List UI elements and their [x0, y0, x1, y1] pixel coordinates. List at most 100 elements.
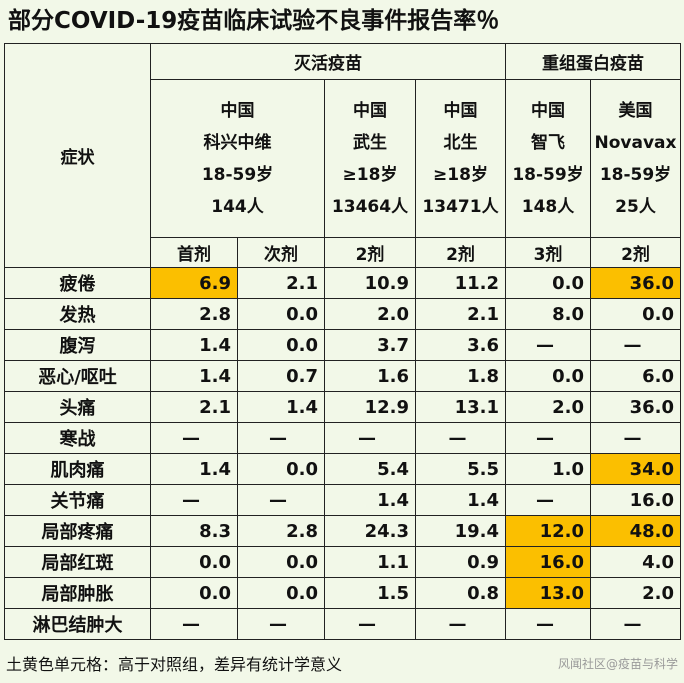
value-cell: 2.0	[505, 391, 591, 423]
value-cell: 2.1	[237, 267, 325, 299]
table-row: 腹泻 1.4 0.0 3.7 3.6— —	[4, 329, 681, 361]
table-row: 肌肉痛 1.4 0.0 5.4 5.5 1.0 34.0	[4, 453, 681, 485]
vaccine-info: 中国 智飞 18-59岁 148人	[505, 79, 591, 238]
value-cell: 16.0	[590, 484, 681, 516]
value-cell: 2.8	[150, 298, 238, 330]
table-row: 头痛 2.1 1.4 12.9 13.1 2.0 36.0	[4, 391, 681, 423]
value-cell: 0.0	[505, 360, 591, 392]
value-cell: —	[505, 608, 591, 640]
vaccine-info: 中国 武生 ≥18岁 13464人	[324, 79, 416, 238]
value-cell: 1.4	[150, 453, 238, 485]
value-cell: 1.4	[324, 484, 416, 516]
vaccine-info: 美国 Novavax 18-59岁 25人	[590, 79, 681, 238]
table-row: 淋巴结肿大 — — — — — —	[4, 608, 681, 640]
value-cell: —	[150, 608, 238, 640]
value-cell: 1.4	[237, 391, 325, 423]
symptom-label: 局部肿胀	[4, 577, 151, 609]
table-row: 发热 2.8 0.0 2.0 2.1 8.0 0.0	[4, 298, 681, 330]
symptom-label: 恶心/呕吐	[4, 360, 151, 392]
value-cell: —	[150, 422, 238, 454]
value-cell: —	[237, 484, 325, 516]
value-cell: 3.6	[415, 329, 506, 361]
value-cell: 1.5	[324, 577, 416, 609]
table-row: 恶心/呕吐 1.4 0.7 1.6 1.8 0.0 6.0	[4, 360, 681, 392]
symptom-label: 肌肉痛	[4, 453, 151, 485]
value-cell: 4.0	[590, 546, 681, 578]
table-row: 局部肿胀 0.0 0.0 1.5 0.8 13.0 2.0	[4, 577, 681, 609]
table-row: 疲倦 6.9 2.1 10.9 11.2 0.0 36.0	[4, 267, 681, 299]
value-cell: 1.1	[324, 546, 416, 578]
value-cell: 0.0	[150, 546, 238, 578]
value-cell: —	[590, 329, 681, 361]
value-cell: 1.8	[415, 360, 506, 392]
value-cell: 1.4	[415, 484, 506, 516]
watermark: 风闻社区@疫苗与科学	[557, 657, 678, 671]
value-cell: —	[505, 329, 591, 361]
table-row: 局部疼痛 8.3 2.8 24.3 19.4 12.0 48.0	[4, 515, 681, 547]
value-cell: 48.0	[590, 515, 681, 547]
symptom-label: 发热	[4, 298, 151, 330]
value-cell: —	[505, 484, 591, 516]
value-cell: 6.0	[590, 360, 681, 392]
value-cell: 8.0	[505, 298, 591, 330]
dose-label: 2剂	[415, 237, 506, 268]
value-cell: 0.0	[237, 453, 325, 485]
symptom-label: 腹泻	[4, 329, 151, 361]
value-cell: —	[150, 484, 238, 516]
value-cell: 2.1	[150, 391, 238, 423]
value-cell: 0.0	[237, 546, 325, 578]
value-cell: —	[237, 608, 325, 640]
symptom-label: 局部疼痛	[4, 515, 151, 547]
value-cell: 1.0	[505, 453, 591, 485]
value-cell: 10.9	[324, 267, 416, 299]
value-cell: 0.0	[505, 267, 591, 299]
value-cell: 13.1	[415, 391, 506, 423]
table-row: 关节痛 — —1.4 1.4—16.0	[4, 484, 681, 516]
value-cell: 19.4	[415, 515, 506, 547]
dose-label: 首剂	[150, 237, 238, 268]
vaccine-info: 中国 科兴中维 18-59岁 144人	[150, 79, 325, 238]
value-cell: 2.0	[324, 298, 416, 330]
footnote: 土黄色单元格：高于对照组，差异有统计学意义	[6, 655, 343, 674]
symptom-label: 淋巴结肿大	[4, 608, 151, 640]
value-cell: —	[415, 608, 506, 640]
dose-label: 3剂	[505, 237, 591, 268]
value-cell: 1.6	[324, 360, 416, 392]
symptom-label: 关节痛	[4, 484, 151, 516]
value-cell: 5.4	[324, 453, 416, 485]
value-cell: —	[590, 422, 681, 454]
vaccine-info: 中国 北生 ≥18岁 13471人	[415, 79, 506, 238]
value-cell: 8.3	[150, 515, 238, 547]
value-cell: 11.2	[415, 267, 506, 299]
symptom-label: 头痛	[4, 391, 151, 423]
group-header-inactivated: 灭活疫苗	[150, 43, 506, 80]
value-cell: —	[324, 608, 416, 640]
value-cell: 13.0	[505, 577, 591, 609]
page-title: 部分COVID-19疫苗临床试验不良事件报告率％	[8, 8, 500, 34]
value-cell: 0.0	[150, 577, 238, 609]
value-cell: —	[590, 608, 681, 640]
dose-label: 2剂	[590, 237, 681, 268]
value-cell: 0.7	[237, 360, 325, 392]
value-cell: 6.9	[150, 267, 238, 299]
value-cell: 36.0	[590, 267, 681, 299]
value-cell: 34.0	[590, 453, 681, 485]
value-cell: 3.7	[324, 329, 416, 361]
value-cell: 0.9	[415, 546, 506, 578]
table-row: 局部红斑 0.0 0.0 1.1 0.9 16.0 4.0	[4, 546, 681, 578]
value-cell: 5.5	[415, 453, 506, 485]
dose-label: 次剂	[237, 237, 325, 268]
value-cell: —	[415, 422, 506, 454]
value-cell: —	[505, 422, 591, 454]
value-cell: —	[237, 422, 325, 454]
value-cell: 36.0	[590, 391, 681, 423]
dose-label: 2剂	[324, 237, 416, 268]
value-cell: 1.4	[150, 360, 238, 392]
value-cell: 1.4	[150, 329, 238, 361]
symptom-header: 症状	[4, 43, 151, 268]
value-cell: 12.0	[505, 515, 591, 547]
symptom-label: 疲倦	[4, 267, 151, 299]
value-cell: 2.8	[237, 515, 325, 547]
value-cell: 24.3	[324, 515, 416, 547]
value-cell: 16.0	[505, 546, 591, 578]
